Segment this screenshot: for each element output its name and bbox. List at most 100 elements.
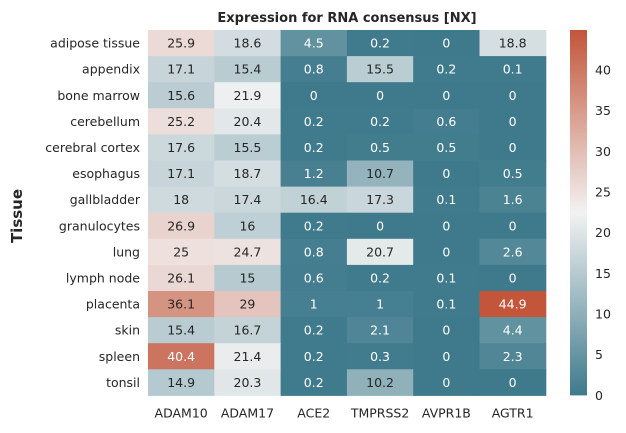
cell-value-label: 4.5 bbox=[304, 36, 324, 51]
row-label: granulocytes bbox=[59, 218, 140, 233]
cell-value-label: 0.2 bbox=[436, 62, 456, 77]
cell-value-label: 0 bbox=[442, 323, 450, 338]
cell-value-label: 17.3 bbox=[366, 192, 394, 207]
cell-value-label: 0.5 bbox=[370, 140, 390, 155]
cell-value-label: 36.1 bbox=[167, 297, 195, 312]
row-label: tonsil bbox=[106, 375, 140, 390]
heatmap-cell bbox=[214, 134, 282, 161]
heatmap-cell bbox=[413, 291, 480, 318]
cell-value-label: 17.1 bbox=[167, 166, 195, 181]
colorbar-gradient bbox=[570, 30, 587, 396]
heatmap-cell bbox=[479, 343, 547, 370]
heatmap-cell bbox=[214, 369, 282, 396]
row-label: appendix bbox=[82, 62, 140, 77]
heatmap-cell bbox=[214, 238, 282, 266]
heatmap-cell bbox=[479, 317, 547, 344]
colorbar-tick-label: 0 bbox=[595, 388, 603, 403]
cell-value-label: 0 bbox=[310, 88, 318, 103]
heatmap-cell bbox=[214, 343, 282, 370]
heatmap-cell bbox=[479, 160, 547, 188]
cell-value-label: 20.7 bbox=[366, 244, 394, 259]
cell-value-label: 1.6 bbox=[503, 192, 523, 207]
cell-value-label: 0 bbox=[442, 218, 450, 233]
cell-value-label: 4.4 bbox=[503, 323, 523, 338]
cell-value-label: 10.7 bbox=[366, 166, 394, 181]
cell-value-label: 0 bbox=[509, 270, 517, 285]
cell-value-label: 18.6 bbox=[234, 36, 262, 51]
heatmap-cell bbox=[479, 212, 547, 240]
heatmap-cell bbox=[280, 134, 348, 161]
cell-value-label: 16.7 bbox=[234, 323, 262, 338]
heatmap-cell bbox=[413, 369, 480, 396]
heatmap-cell bbox=[148, 291, 215, 318]
column-label: ADAM10 bbox=[155, 405, 208, 420]
heatmap-cell bbox=[413, 212, 480, 240]
row-label: cerebellum bbox=[70, 114, 140, 129]
colorbar-tick-label: 15 bbox=[595, 266, 611, 281]
column-label: TMPRSS2 bbox=[350, 405, 409, 420]
heatmap-cell bbox=[148, 238, 215, 266]
heatmap-cell bbox=[148, 134, 215, 161]
heatmap-cell bbox=[214, 212, 282, 240]
cell-value-label: 0 bbox=[442, 166, 450, 181]
cell-value-label: 0 bbox=[509, 88, 517, 103]
heatmap-cell bbox=[346, 317, 414, 344]
cell-value-label: 0.5 bbox=[503, 166, 523, 181]
cell-value-label: 24.7 bbox=[234, 244, 262, 259]
column-labels: ADAM10 ADAM17 ACE2 TMPRSS2 AVPR1B AGTR1 bbox=[155, 405, 534, 420]
cell-value-label: 0.2 bbox=[370, 270, 390, 285]
colorbar-tick-label: 5 bbox=[595, 347, 603, 362]
colorbar: 0 5 10 15 20 25 30 35 40 bbox=[570, 30, 611, 403]
cell-value-label: 0 bbox=[509, 114, 517, 129]
heatmap-cell bbox=[346, 160, 414, 188]
cell-value-label: 0.2 bbox=[304, 218, 324, 233]
cell-value-label: 0.6 bbox=[436, 114, 456, 129]
cell-value-label: 0.5 bbox=[436, 140, 456, 155]
cell-value-label: 17.1 bbox=[167, 62, 195, 77]
heatmap-cell bbox=[280, 82, 348, 109]
row-label: placenta bbox=[86, 297, 140, 312]
heatmap-cell bbox=[214, 160, 282, 188]
heatmap-cell bbox=[346, 186, 414, 214]
heatmap-cell bbox=[148, 264, 215, 292]
cell-value-label: 40.4 bbox=[167, 349, 195, 364]
cell-value-label: 0.3 bbox=[370, 349, 390, 364]
heatmap-cell bbox=[346, 212, 414, 240]
heatmap-cell bbox=[479, 30, 547, 57]
heatmap-cell bbox=[479, 134, 547, 161]
heatmap-cell bbox=[148, 82, 215, 109]
heatmap-cell bbox=[413, 108, 480, 135]
colorbar-tick-label: 25 bbox=[595, 184, 611, 199]
heatmap-cell bbox=[346, 30, 414, 57]
heatmap-cell bbox=[280, 291, 348, 318]
cell-value-label: 26.1 bbox=[167, 270, 195, 285]
cell-value-label: 15 bbox=[239, 270, 255, 285]
column-label: AGTR1 bbox=[492, 405, 534, 420]
heatmap-cell bbox=[413, 186, 480, 214]
cell-value-label: 0.2 bbox=[304, 323, 324, 338]
cell-value-label: 0.2 bbox=[370, 114, 390, 129]
cell-value-label: 0.8 bbox=[304, 244, 324, 259]
heatmap-cell bbox=[148, 108, 215, 135]
heatmap-cell bbox=[280, 30, 348, 57]
cell-value-label: 25 bbox=[173, 244, 189, 259]
heatmap-cell bbox=[214, 82, 282, 109]
cell-value-label: 0.8 bbox=[304, 62, 324, 77]
cell-value-label: 1.2 bbox=[304, 166, 324, 181]
heatmap-cell bbox=[346, 56, 414, 83]
heatmap-cell bbox=[214, 186, 282, 214]
heatmap-cell bbox=[479, 108, 547, 135]
row-label: gallbladder bbox=[70, 192, 141, 207]
cell-value-label: 2.6 bbox=[503, 244, 523, 259]
heatmap-cell bbox=[346, 291, 414, 318]
heatmap-cell bbox=[479, 186, 547, 214]
cell-value-label: 20.3 bbox=[234, 375, 262, 390]
heatmap-cell bbox=[346, 82, 414, 109]
heatmap-cell bbox=[346, 264, 414, 292]
chart-title: Expression for RNA consensus [NX] bbox=[217, 11, 476, 26]
heatmap-cell bbox=[413, 238, 480, 266]
row-label: esophagus bbox=[72, 166, 140, 181]
heatmap-cell bbox=[214, 56, 282, 83]
cell-value-label: 0 bbox=[442, 88, 450, 103]
heatmap-cell bbox=[346, 108, 414, 135]
